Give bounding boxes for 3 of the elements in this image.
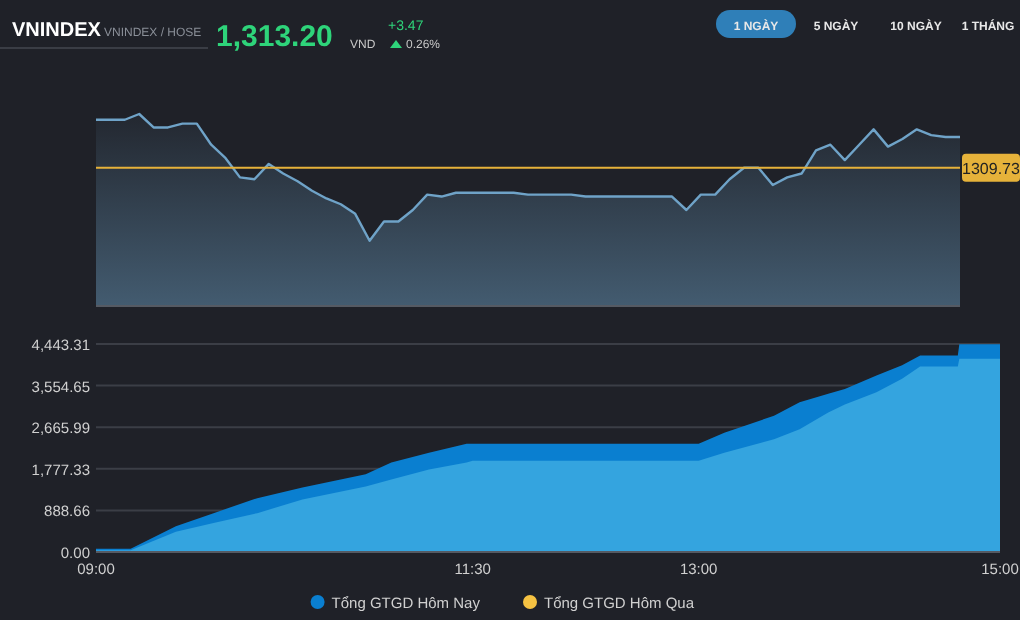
text: 1,313.20 (216, 20, 333, 54)
text: 1309.73 (962, 159, 1020, 178)
chart-title: VNINDEX (12, 20, 102, 42)
